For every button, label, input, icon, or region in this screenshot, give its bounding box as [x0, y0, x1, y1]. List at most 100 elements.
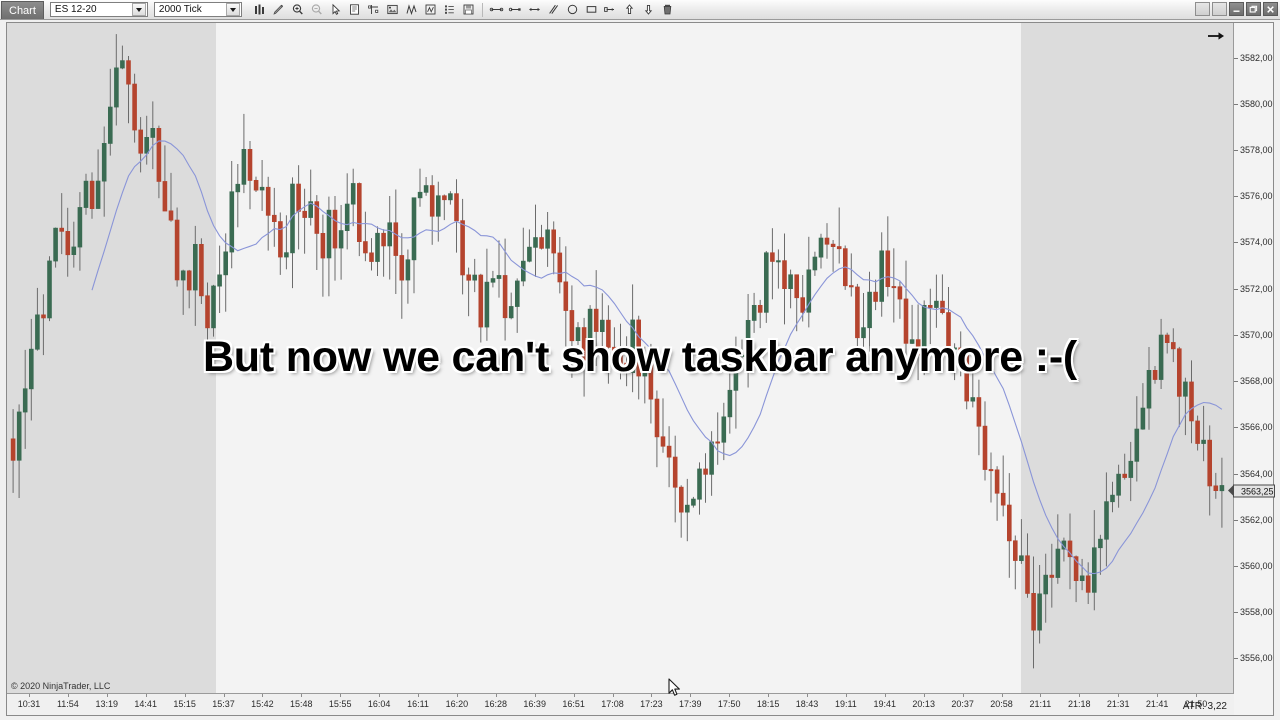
maximize-button[interactable] — [1246, 2, 1261, 16]
time-axis-tick — [67, 694, 69, 697]
time-axis-label: 15:42 — [251, 699, 274, 709]
time-axis-label: 16:51 — [562, 699, 585, 709]
price-axis-tick — [1234, 381, 1238, 383]
time-axis-label: 20:13 — [912, 699, 935, 709]
price-axis-label: 3564,00 — [1240, 468, 1273, 479]
time-axis-tick — [1157, 694, 1159, 697]
time-axis-label: 16:04 — [367, 699, 391, 709]
time-axis-tick — [690, 694, 692, 697]
price-axis[interactable]: 3582,00 3580,00 3578,00 3576,00 3574,00 3572,… — [1228, 23, 1275, 693]
chart-plot-area[interactable] — [7, 23, 1234, 693]
pencil-icon[interactable] — [270, 1, 287, 18]
pointer-icon[interactable] — [327, 1, 344, 18]
time-axis-label: 15:48 — [290, 699, 313, 709]
parallel-lines-icon[interactable] — [545, 1, 562, 18]
time-axis-label: 11:54 — [56, 699, 79, 709]
ray-line-icon[interactable] — [507, 1, 524, 18]
price-axis-tick — [1234, 473, 1238, 475]
time-axis-tick — [1001, 694, 1003, 697]
time-axis-label: 19:41 — [873, 699, 897, 709]
snapshot-icon[interactable] — [384, 1, 401, 18]
interval-selector[interactable]: 2000 Tick — [153, 2, 242, 17]
price-axis-label: 3574,00 — [1240, 237, 1273, 248]
time-axis-label: 16:39 — [523, 699, 546, 709]
price-axis-label: 3560,00 — [1240, 560, 1273, 571]
price-axis-tick — [1234, 612, 1238, 614]
trash-icon[interactable] — [659, 1, 676, 18]
price-axis-label: 3576,00 — [1240, 191, 1273, 202]
ellipse-icon[interactable] — [564, 1, 581, 18]
arrow-right-icon[interactable] — [1205, 27, 1227, 45]
time-axis-label: 20:37 — [951, 699, 974, 709]
price-axis-tick — [1234, 334, 1238, 336]
price-axis-label: 3570,00 — [1240, 329, 1273, 340]
data-box-icon[interactable] — [346, 1, 363, 18]
time-axis-label: 13:19 — [95, 699, 119, 709]
price-axis-tick — [1234, 427, 1238, 429]
price-axis-label: 3558,00 — [1240, 607, 1273, 618]
horizontal-line-icon[interactable] — [488, 1, 505, 18]
price-axis-tick — [1234, 565, 1238, 567]
indicator-icon[interactable] — [403, 1, 420, 18]
time-axis-tick — [418, 694, 419, 697]
time-axis-tick — [379, 694, 381, 697]
time-axis-label: 18:43 — [795, 699, 819, 709]
instrument-selector[interactable]: ES 12-20 — [49, 2, 148, 17]
zoom-in-icon[interactable] — [289, 1, 306, 18]
toolbar-icon-group — [250, 1, 677, 18]
last-price-marker: 3563,25 — [1228, 484, 1275, 498]
price-axis-tick — [1234, 519, 1238, 521]
time-axis-label: 17:08 — [601, 699, 624, 709]
arrow-both-icon[interactable] — [526, 1, 543, 18]
properties-icon[interactable] — [441, 1, 458, 18]
time-axis[interactable]: 10:31 11:54 13:19 14:41 15:15 15:37 15:42 15:48… — [7, 693, 1234, 715]
price-axis-tick — [1234, 242, 1238, 244]
strategy-icon[interactable] — [422, 1, 439, 18]
time-axis-label: 15:37 — [212, 699, 235, 709]
time-axis-tick — [534, 694, 536, 697]
time-axis-tick — [184, 694, 186, 697]
bar-chart-icon[interactable] — [251, 1, 268, 18]
time-axis-tick — [612, 694, 614, 697]
chevron-down-icon[interactable] — [225, 3, 240, 16]
restore-small-button[interactable] — [1195, 2, 1210, 16]
time-axis-tick — [145, 694, 147, 697]
time-axis-label: 21:11 — [1029, 699, 1052, 709]
time-axis-tick — [1040, 694, 1042, 697]
time-axis-label: 17:23 — [640, 699, 663, 709]
time-axis-label: 21:50 — [1184, 699, 1208, 709]
chart-tab[interactable]: Chart — [1, 0, 44, 19]
price-axis-label: 3578,00 — [1240, 145, 1273, 156]
time-axis-label: 16:28 — [484, 699, 508, 709]
price-axis-tick — [1234, 658, 1238, 660]
time-axis-label: 17:50 — [717, 699, 741, 709]
time-axis-label: 17:39 — [679, 699, 702, 709]
price-axis-tick — [1234, 57, 1238, 59]
time-axis-tick — [768, 694, 770, 697]
chevron-down-icon[interactable] — [131, 3, 146, 16]
close-button[interactable] — [1263, 2, 1278, 16]
crosshair-icon[interactable] — [365, 1, 382, 18]
chart-frame: 3582,00 3580,00 3578,00 3576,00 3574,00 3572,… — [6, 22, 1275, 716]
time-axis-tick — [223, 694, 225, 697]
time-axis-tick — [1196, 694, 1197, 697]
fib-icon[interactable] — [602, 1, 619, 18]
toolbar-divider — [481, 2, 483, 17]
save-icon[interactable] — [460, 1, 477, 18]
time-axis-tick — [456, 694, 458, 697]
time-axis-tick — [884, 694, 886, 697]
time-axis-label: 19:11 — [834, 699, 857, 709]
arrow-down-icon[interactable] — [640, 1, 657, 18]
minimize-button[interactable] — [1229, 2, 1244, 16]
time-axis-label: 16:11 — [407, 699, 429, 709]
zoom-out-icon[interactable] — [308, 1, 325, 18]
time-axis-label: 21:41 — [1145, 699, 1169, 709]
arrow-up-icon[interactable] — [621, 1, 638, 18]
extra-button[interactable] — [1212, 2, 1227, 16]
instrument-value: ES 12-20 — [54, 4, 97, 15]
time-axis-tick — [340, 694, 342, 697]
rectangle-icon[interactable] — [583, 1, 600, 18]
time-axis-label: 15:55 — [328, 699, 352, 709]
price-axis-label: 3572,00 — [1240, 283, 1273, 294]
price-axis-tick — [1234, 196, 1238, 198]
